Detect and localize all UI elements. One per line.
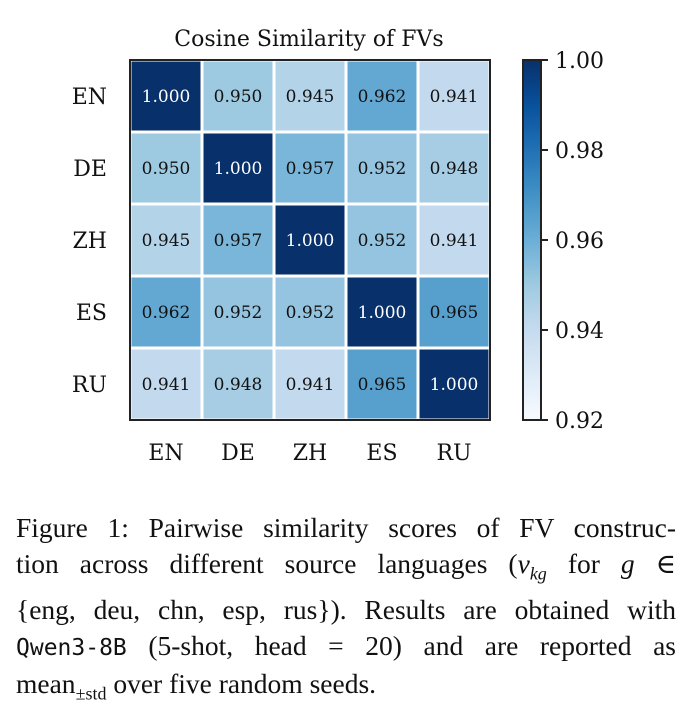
heatmap-value-label: 0.950	[142, 159, 191, 179]
heatmap-value-label: 0.950	[214, 87, 263, 107]
row-label-de: DE	[73, 157, 107, 182]
caption-line-1: Figure 1: Pairwise similarity scores of …	[16, 510, 676, 546]
col-label-es: ES	[366, 441, 397, 466]
col-label-en: EN	[148, 441, 183, 466]
heatmap-value-label: 1.000	[142, 87, 191, 107]
col-label-de: DE	[221, 441, 255, 466]
heatmap-value-label: 1.000	[430, 375, 479, 395]
heatmap-value-label: 0.941	[142, 375, 191, 395]
heatmap-value-label: 0.948	[430, 159, 479, 179]
heatmap-value-label: 1.000	[286, 231, 335, 251]
colorbar-tick-label: 0.98	[555, 139, 604, 164]
col-labels: EN DE ZH ES RU	[148, 441, 471, 466]
colorbar-tick-label: 0.96	[555, 229, 604, 254]
row-label-ru: RU	[72, 373, 107, 398]
heatmap-value-label: 1.000	[214, 159, 263, 179]
heatmap-value-label: 0.962	[142, 303, 191, 323]
figure-caption: Figure 1: Pairwise similarity scores of …	[16, 510, 676, 711]
heatmap-value-label: 0.957	[286, 159, 335, 179]
heatmap-value-label: 0.962	[358, 87, 407, 107]
colorbar-ticks: 0.92 0.94 0.96 0.98 1.00	[541, 49, 604, 434]
heatmap-value-label: 0.941	[430, 231, 479, 251]
heatmap-value-label: 1.000	[358, 303, 407, 323]
heatmap-value-label: 0.952	[214, 303, 263, 323]
heatmap-value-label: 0.965	[358, 375, 407, 395]
row-label-en: EN	[72, 85, 107, 110]
heatmap-value-label: 0.957	[214, 231, 263, 251]
heatmap-value-label: 0.941	[286, 375, 335, 395]
col-label-ru: RU	[436, 441, 471, 466]
row-labels: EN DE ZH ES RU	[72, 85, 107, 398]
chart-title: Cosine Similarity of FVs	[174, 27, 443, 52]
heatmap-value-label: 0.941	[430, 87, 479, 107]
heatmap-cells: 1.000 0.950 0.945 0.962 0.941 0.950 1.000 0.957…	[132, 62, 489, 419]
col-label-zh: ZH	[293, 441, 327, 466]
heatmap-value-label: 0.952	[358, 231, 407, 251]
heatmap-value-label: 0.945	[142, 231, 191, 251]
caption-line-2: tion across different source languages (…	[16, 546, 676, 592]
heatmap-value-label: 0.945	[286, 87, 335, 107]
caption-line-4: Qwen3-8B (5-shot, head = 20) and are rep…	[16, 628, 676, 666]
heatmap-value-label: 0.948	[214, 375, 263, 395]
colorbar	[523, 60, 541, 420]
row-label-es: ES	[76, 301, 107, 326]
colorbar-tick-label: 0.92	[555, 409, 604, 434]
row-label-zh: ZH	[73, 229, 107, 254]
colorbar-tick-label: 1.00	[555, 49, 604, 74]
heatmap-value-label: 0.965	[430, 303, 479, 323]
heatmap-value-label: 0.952	[286, 303, 335, 323]
caption-line-3: {eng, deu, chn, esp, rus}). Results are …	[16, 592, 676, 628]
heatmap-figure: Cosine Similarity of FVs 1.000 0.950 0.945…	[0, 0, 691, 500]
colorbar-tick-label: 0.94	[555, 319, 604, 344]
caption-line-5: mean±std over five random seeds.	[16, 666, 676, 711]
heatmap-value-label: 0.952	[358, 159, 407, 179]
